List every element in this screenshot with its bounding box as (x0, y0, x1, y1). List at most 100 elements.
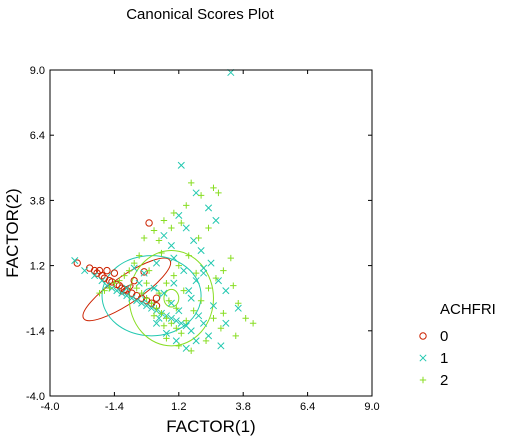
plot-frame (49, 69, 373, 397)
legend-label-2: 2 (440, 372, 448, 389)
data-point-group-1 (212, 216, 220, 225)
data-point-group-2 (168, 224, 175, 232)
chart-title: Canonical Scores Plot (126, 6, 274, 23)
legend-marker-0 (419, 332, 427, 340)
data-point-group-1 (222, 319, 230, 327)
data-point-group-2 (197, 297, 205, 304)
data-point-group-1 (234, 304, 242, 312)
legend-marker-1 (419, 354, 427, 362)
data-point-group-2 (187, 179, 195, 187)
data-point-group-2 (106, 284, 113, 292)
data-point-group-2 (121, 272, 128, 279)
data-point-group-2 (131, 259, 138, 267)
data-point-group-2 (180, 287, 187, 294)
data-point-group-2 (168, 320, 175, 327)
data-point-group-2 (148, 300, 155, 307)
data-point-group-1 (217, 342, 225, 350)
data-point-group-2 (133, 284, 140, 292)
data-point-group-2 (96, 289, 103, 297)
data-point-group-1 (148, 304, 156, 312)
data-point-group-2 (143, 279, 150, 287)
data-point-group-1 (200, 264, 208, 272)
data-point-group-2 (202, 337, 210, 345)
data-point-group-2 (190, 307, 197, 314)
x-tick-label: 3.8 (236, 401, 251, 413)
data-point-group-1 (170, 279, 178, 287)
x-tick-label: -1.4 (105, 401, 124, 413)
data-point-group-1 (170, 254, 178, 262)
data-point-group-2 (227, 254, 235, 262)
data-point-group-1 (138, 299, 146, 307)
data-point-group-2 (126, 267, 133, 274)
data-point-group-1 (81, 267, 89, 275)
data-point-group-2 (187, 347, 195, 355)
data-point-group-2 (145, 267, 153, 274)
data-point-group-2 (235, 300, 242, 307)
data-point-group-2 (242, 315, 249, 322)
data-point-group-1 (167, 241, 175, 250)
data-point-group-0 (110, 269, 119, 277)
data-point-group-2 (153, 305, 160, 312)
data-point-group-2 (158, 310, 165, 317)
y-tick-label: -4.0 (26, 391, 45, 403)
data-point-group-1 (187, 327, 195, 335)
data-point-group-2 (175, 262, 182, 269)
data-point-group-2 (173, 325, 180, 332)
data-point-group-2 (150, 227, 158, 234)
data-point-group-2 (155, 289, 163, 297)
y-tick-label: 9.0 (30, 65, 45, 77)
data-point-group-2 (101, 287, 108, 294)
data-point-group-2 (138, 289, 145, 297)
y-tick-label: 6.4 (30, 130, 45, 142)
x-axis-title: FACTOR(1) (166, 417, 255, 436)
data-point-group-1 (207, 259, 215, 267)
data-point-group-2 (165, 297, 173, 304)
data-point-group-2 (195, 234, 202, 242)
data-point-group-2 (170, 272, 178, 279)
data-point-group-2 (140, 234, 148, 242)
y-axis-title: FACTOR(2) (3, 188, 22, 277)
data-point-group-2 (158, 249, 165, 257)
data-point-group-0 (98, 271, 106, 280)
data-point-group-1 (180, 267, 188, 275)
data-point-group-1 (152, 259, 161, 267)
data-point-group-2 (215, 189, 222, 197)
data-point-group-2 (163, 315, 170, 322)
data-point-group-2 (197, 192, 205, 199)
data-point-group-1 (91, 272, 99, 280)
data-point-group-0 (140, 268, 148, 276)
data-point-group-2 (249, 320, 257, 327)
data-point-group-2 (185, 252, 192, 259)
data-point-group-2 (205, 284, 212, 292)
data-point-group-1 (133, 297, 141, 305)
data-point-group-1 (200, 319, 208, 327)
x-tick-label: -4.0 (41, 401, 60, 413)
x-tick-label: 9.0 (364, 401, 379, 413)
x-tick-label: 6.4 (300, 401, 315, 413)
data-point-group-1 (150, 284, 158, 292)
data-point-group-2 (160, 322, 168, 329)
data-point-group-0 (145, 219, 153, 227)
data-point-group-1 (195, 312, 203, 320)
data-point-group-2 (210, 315, 217, 322)
data-point-group-2 (116, 277, 123, 284)
data-point-group-2 (220, 267, 227, 274)
y-axis-ticks: -4.0 -1.4 1.2 3.8 6.4 9.0 (26, 65, 372, 403)
data-point-group-2 (175, 342, 182, 350)
legend: 0 1 2 (419, 328, 448, 389)
data-point-group-2 (217, 325, 225, 332)
data-point-group-1 (192, 337, 200, 345)
confidence-ellipse-2-5 (163, 288, 180, 308)
legend-label-0: 0 (440, 328, 448, 345)
data-point-group-2 (205, 224, 212, 232)
data-point-group-1 (182, 224, 190, 232)
data-point-group-2 (232, 332, 239, 340)
data-point-group-2 (155, 237, 163, 244)
data-point-group-1 (128, 294, 136, 302)
data-point-group-2 (173, 305, 180, 312)
data-point-group-1 (160, 289, 168, 297)
data-point-group-1 (113, 287, 121, 295)
data-point-group-2 (183, 317, 190, 324)
x-axis-ticks: -4.0 -1.4 1.2 3.8 6.4 9.0 (41, 70, 380, 413)
